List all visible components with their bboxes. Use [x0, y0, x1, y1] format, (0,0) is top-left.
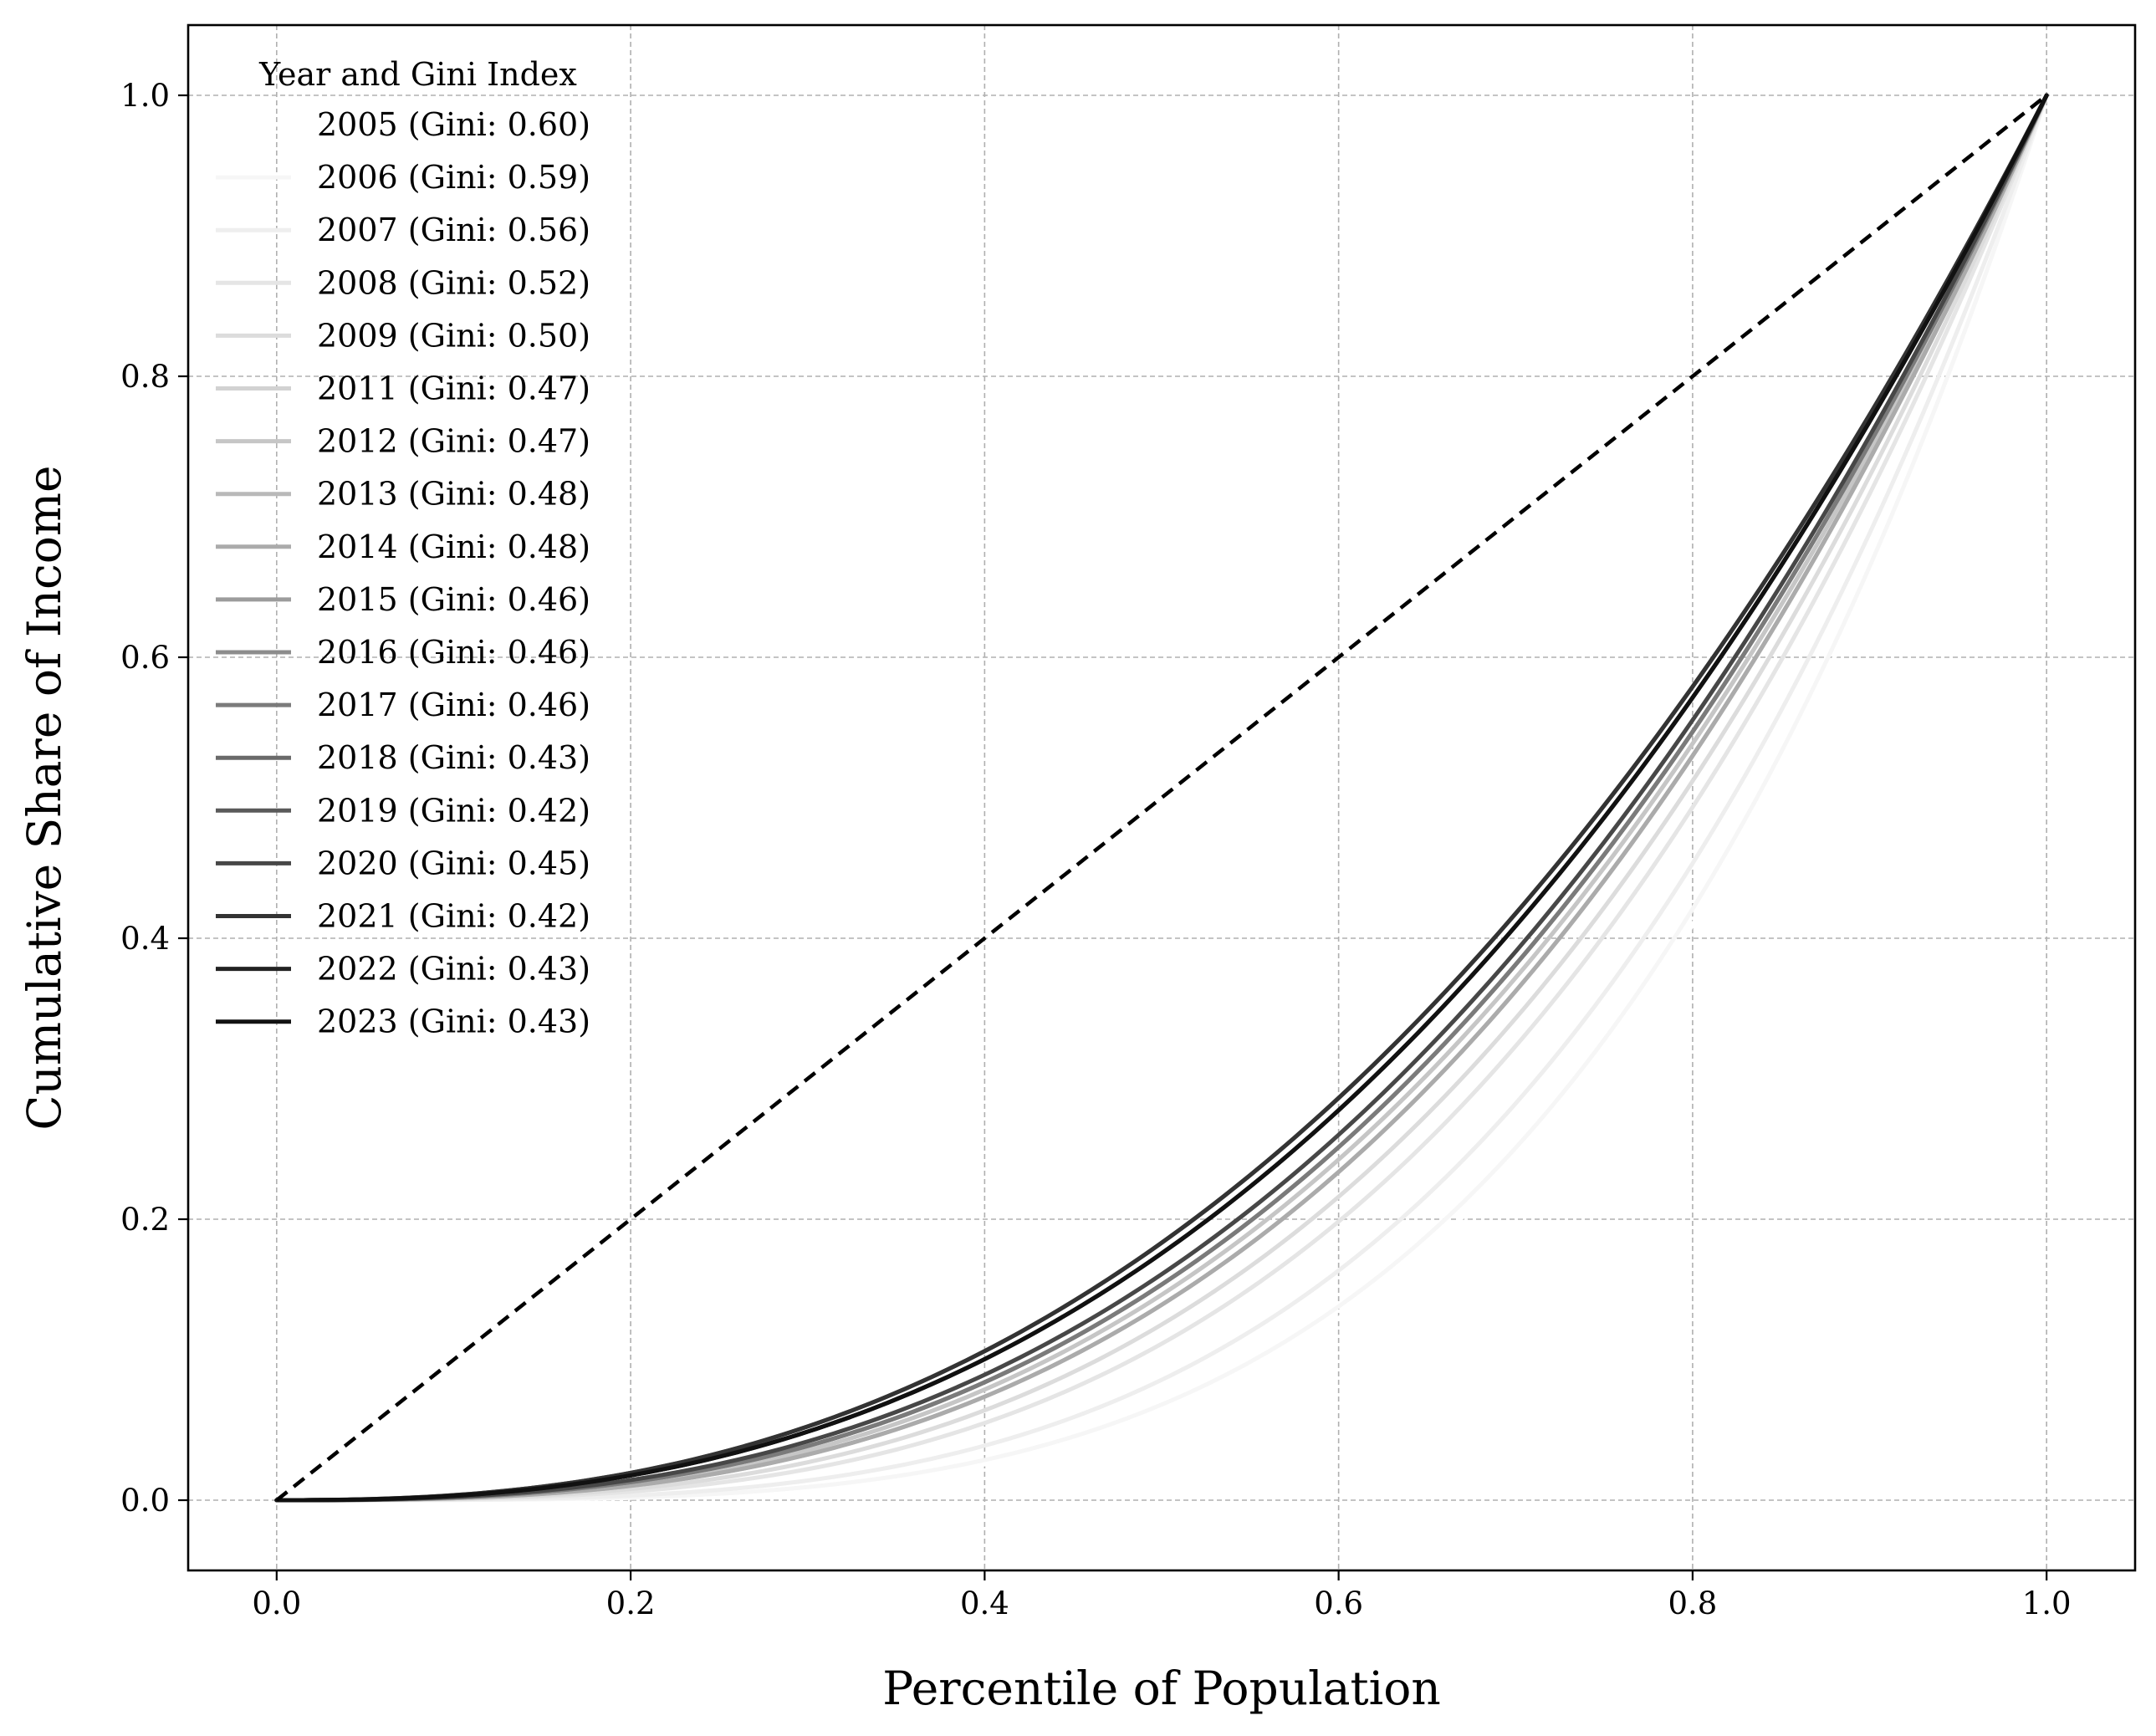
y-tick-label: 0.2 — [120, 1202, 170, 1238]
legend-label: 2017 (Gini: 0.46) — [317, 687, 590, 723]
legend-label: 2019 (Gini: 0.42) — [317, 792, 590, 829]
plot-frame — [186, 23, 2137, 1572]
legend-label: 2006 (Gini: 0.59) — [317, 159, 590, 196]
legend-title: Year and Gini Index — [258, 56, 577, 93]
y-tick-label: 0.4 — [120, 921, 170, 957]
equality-line — [275, 94, 2048, 1502]
legend-label: 2007 (Gini: 0.56) — [317, 212, 590, 248]
axis-ticks: 0.0 0.2 0.4 0.6 0.8 1.0 0.0 0.2 0.4 0.6 0.8 1.0 — [120, 78, 2071, 1621]
lorenz-curve-17 — [274, 93, 2049, 1503]
legend-label: 2023 (Gini: 0.43) — [317, 1003, 590, 1040]
legend-label: 2014 (Gini: 0.48) — [317, 528, 590, 565]
lorenz-curve-2 — [274, 93, 2049, 1503]
legend-label: 2013 (Gini: 0.48) — [317, 476, 590, 513]
legend-label: 2005 (Gini: 0.60) — [317, 106, 590, 143]
legend-label: 2021 (Gini: 0.42) — [317, 898, 590, 935]
legend-label: 2016 (Gini: 0.46) — [317, 634, 590, 671]
x-tick-label: 0.0 — [252, 1585, 301, 1621]
equality-line-group — [275, 94, 2048, 1502]
legend-label: 2009 (Gini: 0.50) — [317, 317, 590, 354]
y-tick-label: 0.8 — [120, 359, 170, 395]
x-tick-label: 0.4 — [960, 1585, 1009, 1621]
legend-label: 2018 (Gini: 0.43) — [317, 739, 590, 776]
lorenz-curves — [274, 93, 2049, 1503]
legend-label: 2022 (Gini: 0.43) — [317, 951, 590, 988]
y-tick-label: 0.0 — [120, 1483, 170, 1519]
lorenz-curve-14 — [274, 93, 2049, 1503]
legend-label: 2011 (Gini: 0.47) — [317, 370, 590, 407]
legend-label: 2012 (Gini: 0.47) — [317, 423, 590, 460]
legend-label: 2020 (Gini: 0.45) — [317, 845, 590, 881]
y-tick-label: 0.6 — [120, 640, 170, 676]
legend-label: 2008 (Gini: 0.52) — [317, 264, 590, 301]
x-tick-label: 0.8 — [1668, 1585, 1717, 1621]
x-tick-label: 0.6 — [1314, 1585, 1363, 1621]
legend-label: 2015 (Gini: 0.46) — [317, 581, 590, 618]
y-tick-label: 1.0 — [120, 78, 170, 114]
x-tick-label: 1.0 — [2022, 1585, 2072, 1621]
legend: Year and Gini Index 2005 (Gini: 0.60) 2006… — [216, 56, 590, 1040]
y-axis-title: Cumulative Share of Income — [18, 465, 71, 1130]
x-tick-label: 0.2 — [606, 1585, 656, 1621]
lorenz-curve-8 — [274, 93, 2049, 1503]
x-axis-title: Percentile of Population — [882, 1662, 1441, 1715]
